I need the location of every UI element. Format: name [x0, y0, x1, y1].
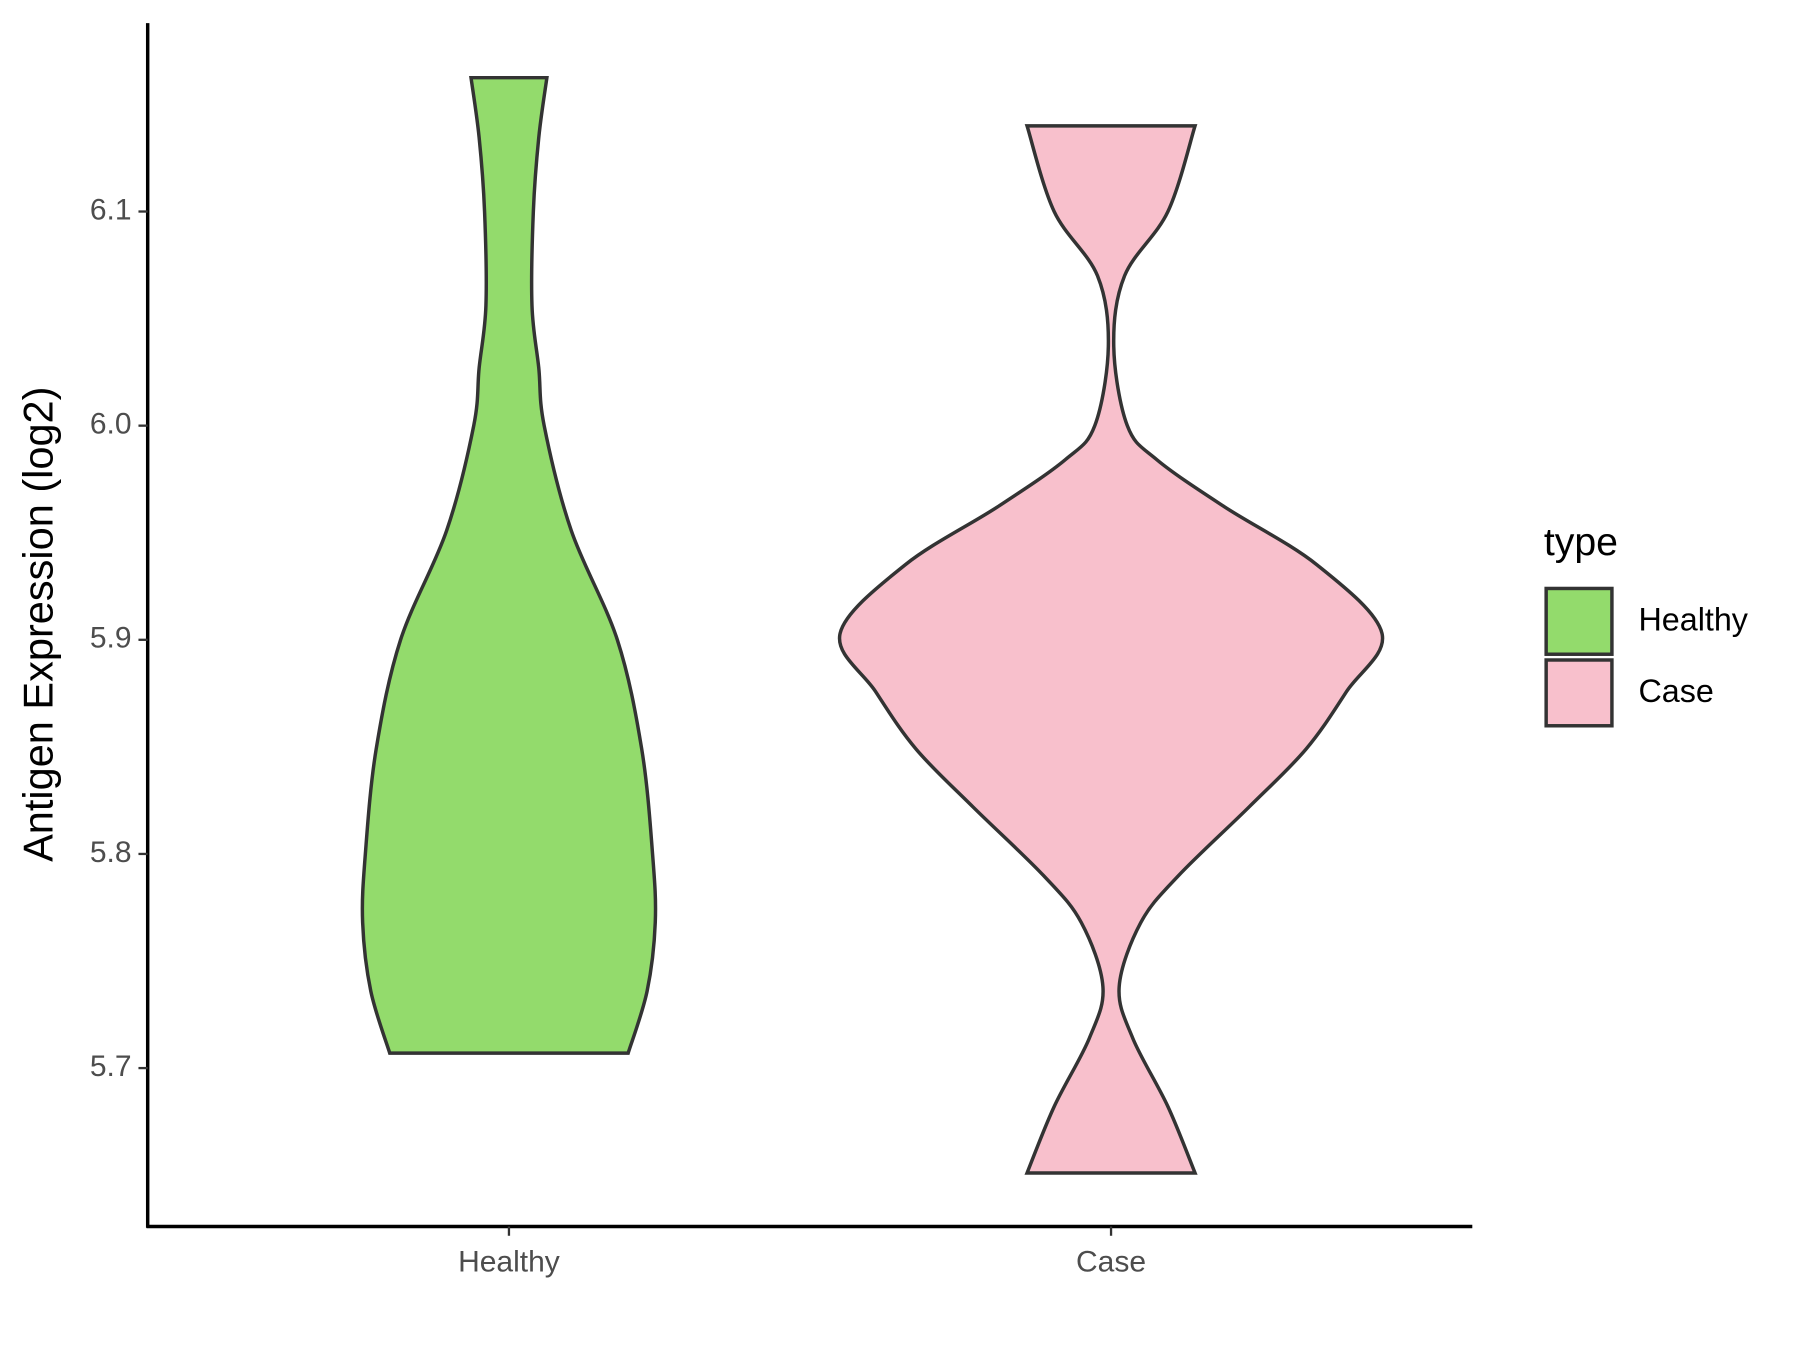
y-tick-label: 5.7: [90, 1050, 132, 1083]
legend-label: Healthy: [1638, 601, 1748, 637]
y-tick-label: 6.0: [90, 408, 132, 441]
y-axis-title: Antigen Expression (log2): [15, 387, 62, 862]
legend-title: type: [1544, 520, 1618, 564]
y-tick-label: 5.8: [90, 836, 132, 869]
legend-swatch: [1544, 658, 1614, 728]
violin: [837, 124, 1385, 1175]
violin: [360, 75, 658, 1055]
y-tick-label: 5.9: [90, 622, 132, 655]
legend-swatch: [1544, 586, 1614, 656]
x-tick-label: Healthy: [458, 1245, 560, 1278]
y-tick-label: 6.1: [90, 193, 132, 226]
legend-label: Case: [1638, 673, 1713, 709]
x-tick-label: Case: [1076, 1245, 1146, 1278]
